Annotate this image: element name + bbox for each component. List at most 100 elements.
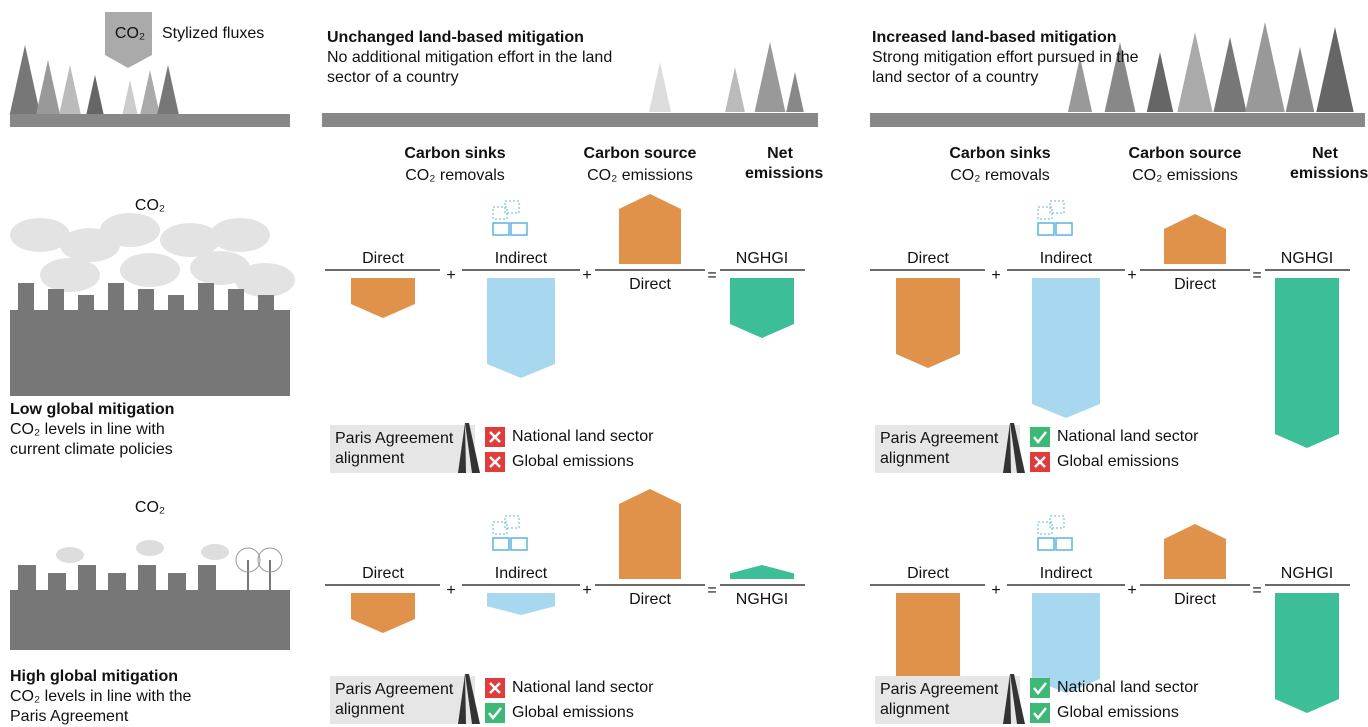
- header-subtitle: CO₂ removals: [380, 166, 530, 186]
- box: [1056, 223, 1072, 235]
- source-direct-label: Direct: [1145, 275, 1245, 295]
- sink-indirect-label: Indirect: [466, 564, 576, 584]
- header-title: Carbon source: [1110, 144, 1260, 164]
- tree: [122, 80, 137, 115]
- building: [48, 289, 64, 319]
- header-title: Net emissions: [1290, 144, 1360, 184]
- header-title: Net emissions: [745, 144, 815, 184]
- net-arrow: [1275, 593, 1339, 713]
- source-direct-label: Direct: [1145, 590, 1245, 610]
- tree: [157, 65, 179, 115]
- check-icon: [1030, 678, 1050, 698]
- column-title: Unchanged land-based mitigation: [327, 28, 647, 48]
- dashed-box: [505, 201, 519, 213]
- ground: [870, 113, 1365, 127]
- tree: [59, 65, 81, 115]
- source-direct-label: Direct: [600, 275, 700, 295]
- header-subtitle: CO₂ emissions: [565, 166, 715, 186]
- building: [18, 283, 34, 313]
- dashed-box: [505, 516, 519, 528]
- building: [108, 573, 126, 601]
- column-title: Increased land-based mitigation: [872, 28, 1192, 48]
- check-label: Global emissions: [512, 452, 712, 472]
- check-icon: [1030, 703, 1050, 723]
- tree: [755, 42, 786, 112]
- tree: [36, 60, 60, 115]
- box: [511, 223, 527, 235]
- source-arrow: [619, 489, 681, 579]
- dashed-box: [1050, 516, 1064, 528]
- tree: [649, 62, 671, 112]
- city: [10, 310, 290, 396]
- operator: +: [986, 266, 1006, 286]
- operator: =: [702, 266, 722, 286]
- row-co2: CO₂: [120, 498, 180, 518]
- net-arrow: [1275, 278, 1339, 448]
- source-arrow: [619, 194, 681, 264]
- check-label: Global emissions: [1057, 452, 1257, 472]
- cloud: [100, 213, 160, 247]
- building: [78, 565, 96, 593]
- building: [168, 295, 184, 325]
- net-arrow: [730, 565, 794, 579]
- operator: =: [1247, 581, 1267, 601]
- legend-co2: CO₂: [108, 24, 152, 44]
- operator: =: [1247, 266, 1267, 286]
- sink-indirect-label: Indirect: [1011, 564, 1121, 584]
- source-arrow: [1164, 214, 1226, 264]
- tree: [1316, 27, 1353, 112]
- row-title: Low global mitigation: [10, 400, 260, 420]
- net-label: NGHGI: [712, 590, 812, 610]
- check-label: Global emissions: [512, 703, 712, 723]
- tree: [1245, 22, 1285, 112]
- operator: +: [1122, 266, 1142, 286]
- tree: [1214, 37, 1247, 112]
- box: [493, 223, 509, 235]
- net-arrow: [730, 278, 794, 338]
- column-subtitle: No additional mitigation effort in the l…: [327, 48, 617, 88]
- paris-label: Paris Agreement alignment: [335, 680, 470, 720]
- check-label: National land sector: [512, 427, 712, 447]
- operator: +: [441, 266, 461, 286]
- operator: +: [577, 266, 597, 286]
- sink-direct-arrow: [351, 593, 415, 633]
- sink-indirect-label: Indirect: [1011, 249, 1121, 269]
- tree: [725, 67, 745, 112]
- operator: +: [986, 581, 1006, 601]
- ground: [10, 114, 290, 127]
- sink-direct-label: Direct: [878, 249, 978, 269]
- column-subtitle: Strong mitigation effort pursued in the …: [872, 48, 1162, 88]
- header-title: Carbon sinks: [380, 144, 530, 164]
- sink-indirect-arrow: [487, 593, 555, 615]
- check-label: National land sector: [512, 678, 712, 698]
- net-label: NGHGI: [712, 249, 812, 269]
- operator: +: [1122, 581, 1142, 601]
- building: [108, 283, 124, 313]
- tree: [10, 45, 41, 115]
- row-subtitle: CO₂ levels in line with current climate …: [10, 420, 210, 460]
- row-co2: CO₂: [120, 196, 180, 216]
- sink-direct-label: Direct: [333, 249, 433, 269]
- source-arrow: [1164, 524, 1226, 579]
- box: [493, 538, 509, 550]
- header-title: Carbon sinks: [925, 144, 1075, 164]
- check-icon: [485, 703, 505, 723]
- building: [258, 295, 274, 325]
- cloud: [120, 253, 180, 287]
- box: [1038, 538, 1054, 550]
- paris-label: Paris Agreement alignment: [335, 429, 470, 469]
- building: [138, 565, 156, 593]
- cloud: [136, 540, 164, 556]
- tree: [140, 70, 160, 115]
- cloud: [40, 258, 100, 292]
- sink-direct-label: Direct: [878, 564, 978, 584]
- net-label: NGHGI: [1257, 249, 1357, 269]
- sink-indirect-arrow: [1032, 278, 1100, 418]
- illustration: [0, 0, 1368, 727]
- legend-label: Stylized fluxes: [162, 24, 302, 44]
- operator: +: [577, 581, 597, 601]
- page: (() => { const data = JSON.parse(documen…: [0, 0, 1368, 727]
- header-subtitle: CO₂ removals: [925, 166, 1075, 186]
- box: [1038, 223, 1054, 235]
- net-label: NGHGI: [1257, 564, 1357, 584]
